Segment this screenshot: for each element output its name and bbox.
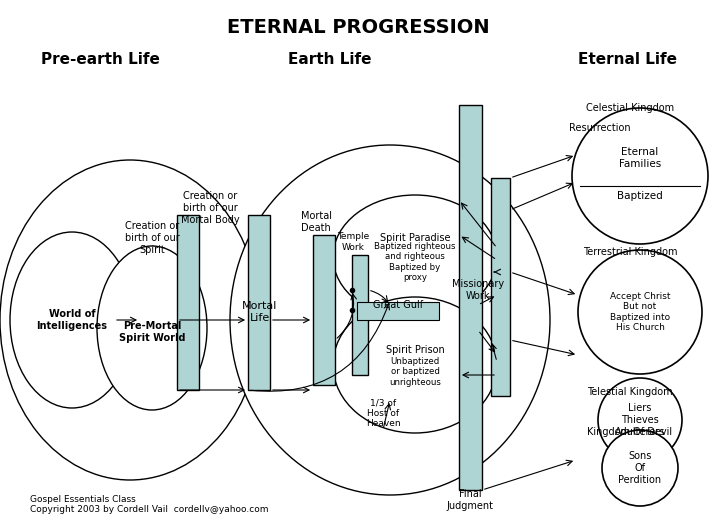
Circle shape <box>572 108 708 244</box>
Ellipse shape <box>10 232 134 408</box>
Text: World of
Intelligences: World of Intelligences <box>37 309 107 331</box>
Text: Accept Christ
But not
Baptized into
His Church: Accept Christ But not Baptized into His … <box>610 292 670 332</box>
Text: Baptized righteous
and righteous
Baptized by
proxy: Baptized righteous and righteous Baptize… <box>374 242 456 282</box>
Text: ETERNAL PROGRESSION: ETERNAL PROGRESSION <box>227 18 489 37</box>
Bar <box>313 235 335 385</box>
Text: Temple
Work: Temple Work <box>337 232 369 252</box>
Text: Pre-earth Life: Pre-earth Life <box>41 52 160 67</box>
Text: Kingdom Of Devil: Kingdom Of Devil <box>587 427 672 437</box>
Ellipse shape <box>333 297 497 433</box>
Circle shape <box>598 378 682 462</box>
Ellipse shape <box>97 246 207 410</box>
Text: Creation or
birth of our
Mortal Body: Creation or birth of our Mortal Body <box>180 191 239 225</box>
FancyBboxPatch shape <box>357 302 439 320</box>
Bar <box>248 215 270 390</box>
Text: Eternal Life: Eternal Life <box>579 52 677 67</box>
Text: Telestial Kingdom: Telestial Kingdom <box>587 387 673 397</box>
Text: Mortal
Life: Mortal Life <box>242 301 278 323</box>
Text: 1/3 of
Host of
Heaven: 1/3 of Host of Heaven <box>366 398 400 428</box>
Bar <box>177 215 199 390</box>
Ellipse shape <box>230 145 550 495</box>
Text: Resurrection: Resurrection <box>569 123 631 133</box>
Ellipse shape <box>333 195 497 319</box>
Text: Liers
Thieves
Adulterers: Liers Thieves Adulterers <box>615 403 665 436</box>
Text: Missionary
Work: Missionary Work <box>452 279 504 301</box>
Text: Mortal
Death: Mortal Death <box>301 211 332 233</box>
Text: Celestial Kingdom: Celestial Kingdom <box>586 103 674 113</box>
Text: Creation or
birth of our
Spirit: Creation or birth of our Spirit <box>125 222 180 255</box>
Text: Spirit Prison: Spirit Prison <box>386 345 445 355</box>
Text: Gospel Essentials Class
Copyright 2003 by Cordell Vail  cordellv@yahoo.com: Gospel Essentials Class Copyright 2003 b… <box>30 495 268 515</box>
Text: Final
Judgment: Final Judgment <box>447 489 493 511</box>
Text: Baptized: Baptized <box>617 191 663 201</box>
Text: Eternal
Families: Eternal Families <box>619 147 661 169</box>
Text: Spirit Paradise: Spirit Paradise <box>379 233 450 243</box>
Bar <box>491 178 510 396</box>
Text: Great Gulf: Great Gulf <box>373 300 423 310</box>
Circle shape <box>578 250 702 374</box>
Text: Earth Life: Earth Life <box>289 52 372 67</box>
Text: Terrestrial Kingdom: Terrestrial Kingdom <box>583 247 677 257</box>
Text: Pre-Mortal
Spirit World: Pre-Mortal Spirit World <box>119 321 185 343</box>
Text: Unbaptized
or baptized
unrighteous: Unbaptized or baptized unrighteous <box>389 357 441 387</box>
Circle shape <box>602 430 678 506</box>
Text: Sons
Of
Perdition: Sons Of Perdition <box>619 451 662 485</box>
Bar <box>459 105 482 490</box>
Bar <box>352 255 368 375</box>
Ellipse shape <box>0 160 260 480</box>
